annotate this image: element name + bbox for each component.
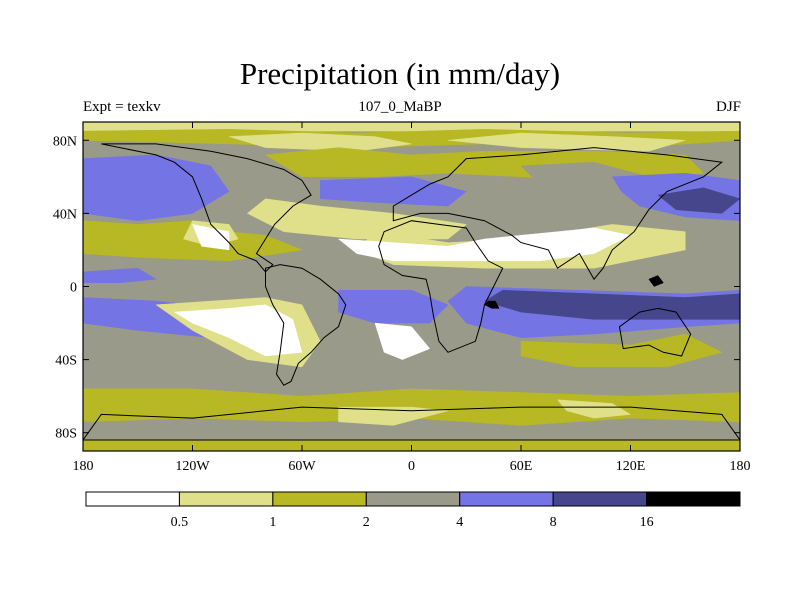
legend-label-5: 16: [640, 515, 654, 530]
y-tick-label-2: 0: [70, 281, 77, 296]
legend-label-1: 1: [269, 515, 276, 530]
season-label: DJF: [715, 99, 741, 115]
coastline-2: [378, 220, 504, 353]
precip-region-4: [447, 132, 686, 152]
coastline-3: [392, 147, 724, 281]
legend-label-0: 0.5: [171, 515, 189, 530]
coastline-4: [618, 307, 692, 357]
x-tick-label-3: 0: [408, 459, 415, 474]
precip-region-14: [247, 198, 467, 240]
x-tick-label-0: 180: [73, 459, 94, 474]
coastline-0: [101, 143, 312, 273]
legend-swatch-3: [365, 491, 461, 507]
precip-region-3: [228, 132, 412, 152]
precip-region-28: [520, 333, 723, 368]
x-tick-label-5: 120E: [616, 459, 646, 474]
experiment-label: Expt = texkv: [83, 99, 161, 115]
y-tick-label-4: 80S: [55, 427, 77, 442]
precip-region-13: [192, 224, 230, 251]
coastlines: [83, 143, 740, 441]
legend-swatch-4: [459, 491, 554, 507]
precip-region-17: [83, 257, 740, 291]
precip-region-27: [374, 322, 431, 360]
legend-swatch-6: [646, 491, 741, 507]
x-tick-label-4: 60E: [510, 459, 533, 474]
legend-swatch-1: [178, 491, 274, 507]
precip-region-9: [657, 187, 740, 214]
precip-region-16: [338, 227, 631, 262]
legend-label-2: 2: [363, 515, 370, 530]
y-tick-label-3: 40S: [55, 354, 77, 369]
coastline-5: [83, 406, 740, 441]
x-tick-label-6: 180: [730, 459, 751, 474]
coastline-1: [265, 264, 347, 386]
precip-region-24: [338, 289, 449, 324]
y-tick-label-1: 40N: [53, 207, 77, 222]
x-tick-label-1: 120W: [175, 459, 210, 474]
color-legend: 0.5 1 2 4 8 16: [85, 491, 741, 530]
chart-subtitle: 107_0_MaBP: [358, 99, 442, 115]
precip-region-26: [174, 304, 303, 357]
legend-label-3: 4: [456, 515, 463, 530]
legend-swatch-5: [552, 491, 648, 507]
legend-swatch-0: [85, 491, 180, 507]
chart-title: Precipitation (in mm/day): [239, 56, 561, 91]
precip-region-7: [83, 154, 230, 221]
x-tick-label-2: 60W: [288, 459, 316, 474]
precip-region-21: [484, 300, 500, 309]
legend-swatch-2: [272, 491, 367, 507]
precipitation-field: [83, 122, 740, 451]
precip-region-31: [557, 399, 631, 419]
precip-region-30: [338, 406, 449, 426]
precip-region-22: [648, 275, 664, 287]
legend-label-4: 8: [550, 515, 557, 530]
y-tick-label-0: 80N: [53, 134, 77, 149]
axis-ticks: 180 120W 60W 0 60E 120E 180 80N 40N 0 40S 80S: [53, 122, 751, 474]
precip-region-18: [83, 267, 157, 284]
